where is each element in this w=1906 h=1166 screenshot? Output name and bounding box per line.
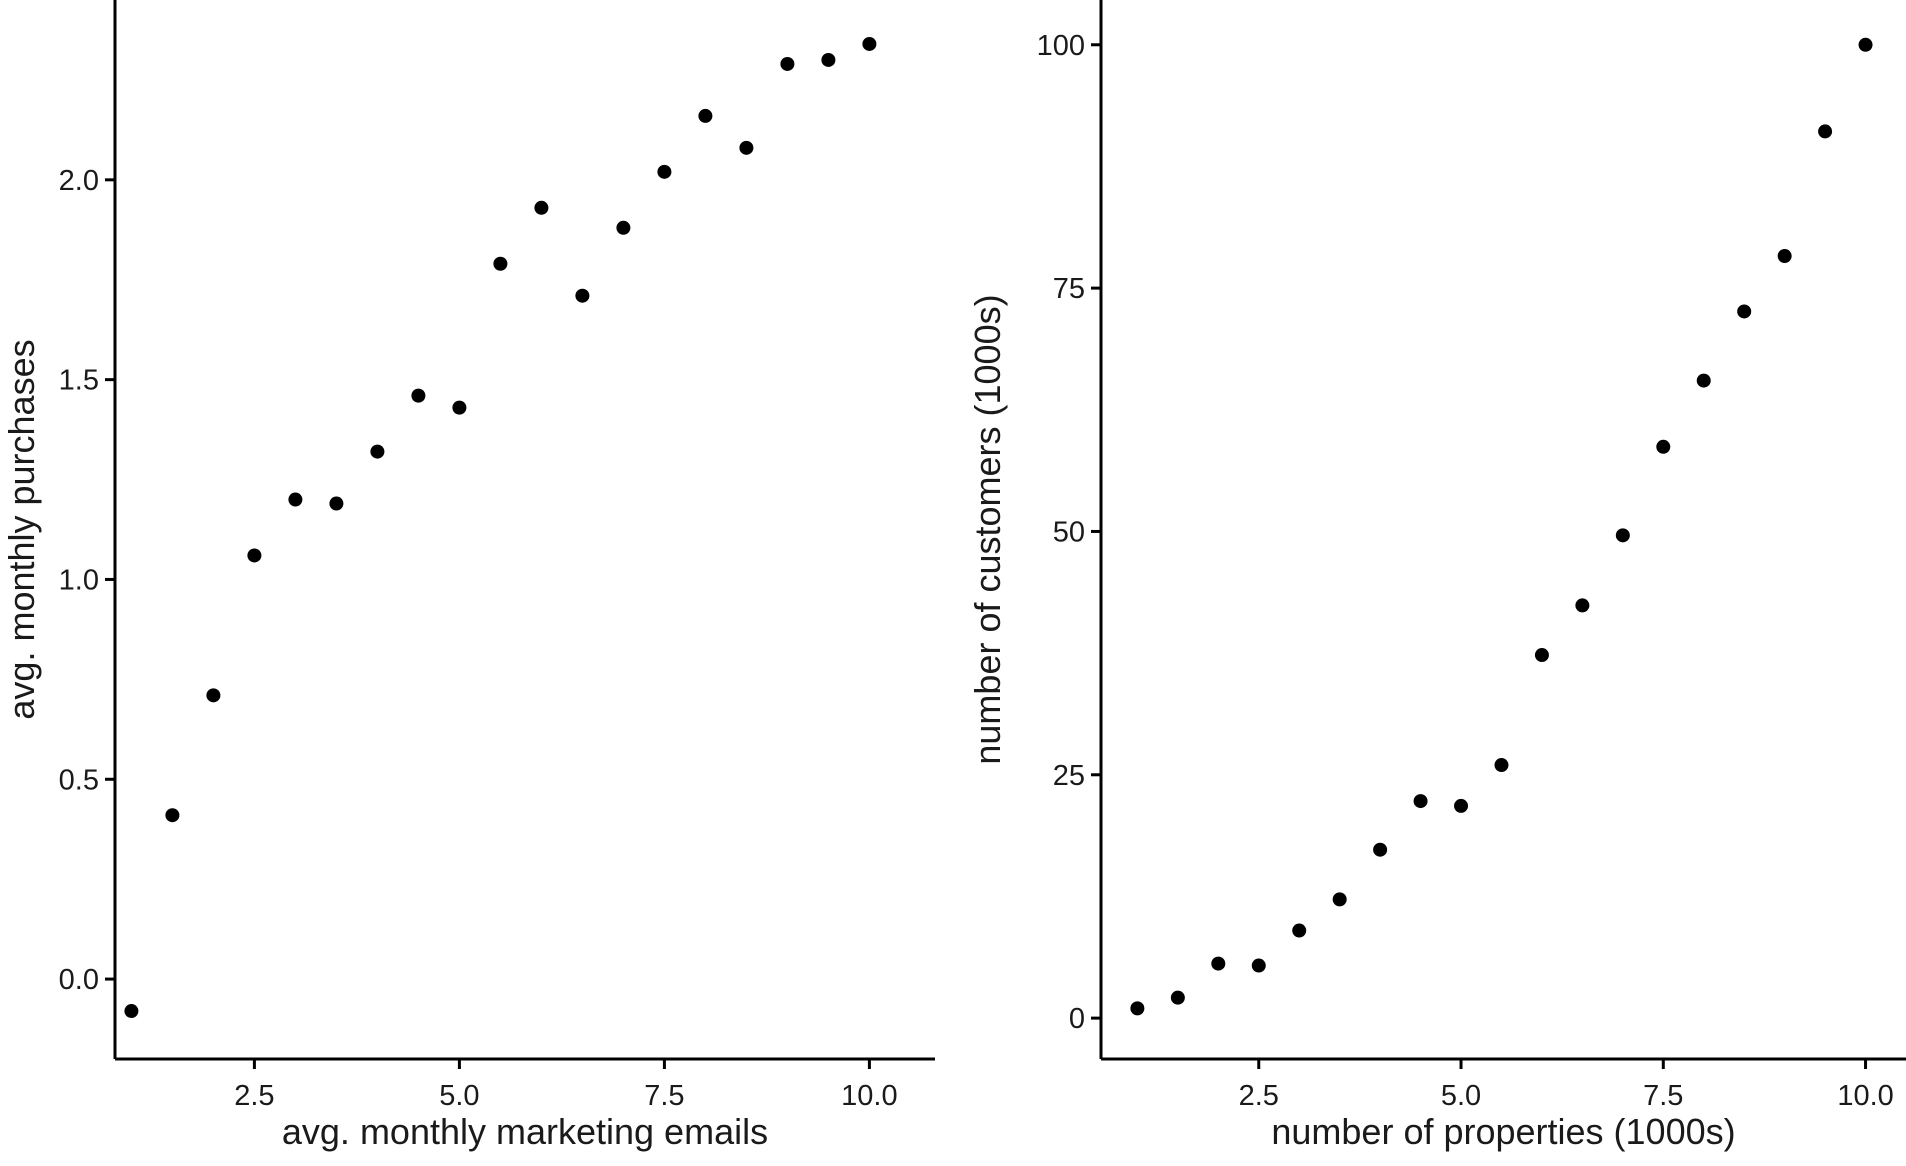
scatter-point [1818, 124, 1833, 139]
scatter-point [1656, 439, 1671, 454]
y-tick-label: 1.0 [59, 564, 99, 596]
y-tick-label: 25 [1053, 760, 1085, 792]
scatter-point [780, 56, 795, 71]
scatter-point [1130, 1001, 1145, 1016]
scatter-point [1737, 304, 1752, 319]
scatter-point [657, 164, 672, 179]
y-tick-label: 50 [1053, 516, 1085, 548]
scatter-point [452, 400, 467, 415]
scatter-point [1211, 956, 1226, 971]
y-tick-label: 0.0 [59, 964, 99, 996]
scatter-point [616, 220, 631, 235]
scatter-point [247, 548, 262, 563]
scatter-point [739, 140, 754, 155]
left-scatter-panel: 2.5 5.0 7.5 10.0 0.0 0.5 1.0 1.5 2.0 avg. monthly… [1, 0, 935, 1152]
scatter-point [862, 36, 877, 51]
y-tick-label: 100 [1037, 30, 1085, 62]
scatter-point [165, 808, 180, 823]
x-tick-label: 7.5 [644, 1080, 684, 1112]
y-axis-title: number of customers (1000s) [967, 294, 1008, 764]
y-tick-label: 0.5 [59, 764, 99, 796]
scatter-point [206, 688, 221, 703]
scatter-point [1534, 648, 1549, 663]
scatter-point [1494, 758, 1509, 773]
scatter-point [1332, 892, 1347, 907]
scatter-point [1454, 798, 1469, 813]
x-tick-label: 2.5 [234, 1080, 274, 1112]
x-tick-label: 5.0 [1441, 1080, 1481, 1112]
scatter-point [493, 256, 508, 271]
scatter-point [534, 200, 549, 215]
x-axis-title: number of properties (1000s) [1271, 1111, 1735, 1152]
scatter-point [329, 496, 344, 511]
x-axis-title: avg. monthly marketing emails [282, 1111, 768, 1152]
y-tick-label: 1.5 [59, 365, 99, 397]
scatter-point [1251, 958, 1266, 973]
x-tick-label: 7.5 [1643, 1080, 1683, 1112]
scatter-point [288, 492, 303, 507]
scatter-point [1615, 528, 1630, 543]
scatter-point [370, 444, 385, 459]
x-tick-label: 5.0 [439, 1080, 479, 1112]
scatter-point [1292, 923, 1307, 938]
scatter-point [1777, 248, 1792, 263]
scatter-point [1373, 842, 1388, 857]
scatter-point [124, 1004, 139, 1019]
scatter-point [411, 388, 426, 403]
x-tick-label: 2.5 [1239, 1080, 1279, 1112]
scatter-point [1575, 598, 1590, 613]
scatter-point [575, 288, 590, 303]
y-tick-label: 0 [1069, 1003, 1085, 1035]
scatter-point [1413, 794, 1428, 809]
y-tick-label: 75 [1053, 273, 1085, 305]
x-tick-label: 10.0 [1837, 1080, 1893, 1112]
x-tick-label: 10.0 [841, 1080, 897, 1112]
scatter-point [1170, 990, 1185, 1005]
y-tick-label: 2.0 [59, 165, 99, 197]
scatter-point [1858, 37, 1873, 52]
scatter-point [1696, 373, 1711, 388]
scatter-point [698, 108, 713, 123]
y-axis-title: avg. monthly purchases [1, 339, 42, 719]
right-scatter-panel: 2.5 5.0 7.5 10.0 0 25 50 75 100 number of propert… [967, 0, 1906, 1152]
scatter-point [821, 52, 836, 67]
